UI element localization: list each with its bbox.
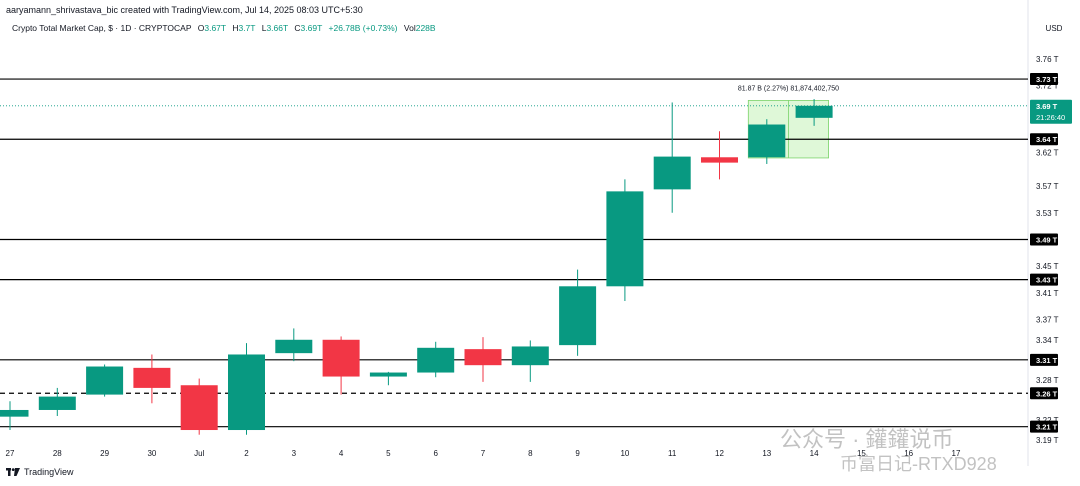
candles [0,99,833,435]
candle-body [653,156,691,190]
level-label-box [1030,73,1058,86]
price-tick-label: 3.28 T [1036,376,1059,385]
current-price-marker: 3.69 T 21:26:40 [1030,99,1072,124]
chart-attribution: aaryamann_shrivastava_bic created with T… [6,5,363,15]
candle-body [606,191,644,287]
current-price-label: 3.69 T [1036,102,1058,111]
level-label: 3.49 T [1036,236,1058,245]
price-tick-label: 3.57 T [1036,182,1059,191]
close-value: 3.69T [300,23,323,33]
level-label-box [1030,353,1058,366]
level-label: 3.31 T [1036,356,1058,365]
time-tick-label: 16 [904,449,913,458]
candle-body [180,385,218,431]
time-tick-label: 12 [715,449,724,458]
candle-body [38,396,76,410]
low-value: 3.66T [266,23,289,33]
level-label-box [1030,133,1058,146]
candle-body [464,349,502,366]
watermark-line1: 公众号 · 鑵鑵说币 [780,427,954,452]
candle-body [701,157,738,163]
currency-selector[interactable]: USD [1045,24,1063,33]
candle-body [559,286,597,346]
price-tick-label: 3.53 T [1036,209,1059,218]
price-tick-label: 3.37 T [1036,316,1059,325]
candle-body [511,346,549,366]
candle-body [417,347,455,373]
time-tick-label: 5 [386,449,391,458]
candle-body [275,339,313,354]
time-tick-label: 6 [433,449,438,458]
price-tick-label: 3.34 T [1036,336,1059,345]
level-label: 3.21 T [1036,423,1058,432]
symbol-name[interactable]: Crypto Total Market Cap, $ · 1D · CRYPTO… [12,23,192,33]
watermark-line2: 币富日记-RTXD928 [840,454,997,474]
open-label: O [197,23,205,33]
candle-body [228,354,265,431]
level-label-box [1030,233,1058,246]
level-label-box [1030,273,1058,286]
candle-body [0,409,29,417]
price-tick-label: 3.22 T [1036,416,1059,425]
time-tick-label: 3 [292,449,297,458]
price-tick-label: 3.19 T [1036,436,1059,445]
price-tick-label: 3.45 T [1036,262,1059,271]
time-tick-label: 4 [339,449,344,458]
time-tick-label: 14 [810,449,819,458]
low-label: L [261,23,267,33]
time-tick-label: 15 [857,449,866,458]
price-tick-label: 3.41 T [1036,289,1059,298]
time-tick-label: 30 [147,449,156,458]
high-value: 3.7T [238,23,256,33]
time-axis[interactable]: 27 28 29 30 Jul 2 3 4 5 6 7 8 9 10 11 12 13 14 15 16 17 [6,449,961,458]
time-tick-label: 17 [952,449,961,458]
candle-body [86,366,124,395]
tradingview-logo-icon [6,468,20,476]
candle-body [795,105,833,118]
time-tick-label: 28 [53,449,62,458]
high-label: H [232,23,239,33]
current-price-box [1030,99,1072,124]
close-label: C [294,23,301,33]
candle-body [748,124,786,158]
time-tick-label: 11 [668,449,677,458]
range-label: 81.87 B (2.27%) 81,874,402,750 [738,85,839,92]
time-tick-label: 2 [244,449,249,458]
volume-label: Vol [403,23,416,33]
level-labels: 3.73 T 3.64 T 3.49 T 3.43 T 3.31 T 3.26 T 3.21… [1030,73,1058,433]
level-label: 3.43 T [1036,276,1058,285]
time-tick-label: 27 [6,449,15,458]
level-label-box [1030,387,1058,400]
time-tick-label: 8 [528,449,533,458]
time-tick-label: 13 [762,449,771,458]
level-label: 3.26 T [1036,389,1058,398]
time-tick-label: 7 [481,449,486,458]
time-tick-label: Jul [194,449,204,458]
level-label-box [1030,420,1058,433]
change-value: +26.78B (+0.73%) [328,23,398,33]
footer-brand-label: TradingView [24,467,74,477]
price-tick-label: 3.72 T [1036,82,1059,91]
time-tick-label: 29 [100,449,109,458]
level-label: 3.64 T [1036,135,1058,144]
open-value: 3.67T [204,23,226,33]
candle-body [369,372,407,377]
candle-body [133,367,171,388]
price-tick-label: 3.62 T [1036,149,1059,158]
time-tick-label: 10 [620,449,629,458]
symbol-legend: Crypto Total Market Cap, $ · 1D · CRYPTO… [12,23,436,33]
time-tick-label: 9 [575,449,580,458]
volume-value: 228B [415,23,436,33]
price-tick-label: 3.76 T [1036,55,1059,64]
countdown-label: 21:26:40 [1036,113,1065,122]
level-label: 3.73 T [1036,75,1058,84]
footer-brand[interactable]: TradingView [6,467,74,477]
candle-body [322,339,360,377]
